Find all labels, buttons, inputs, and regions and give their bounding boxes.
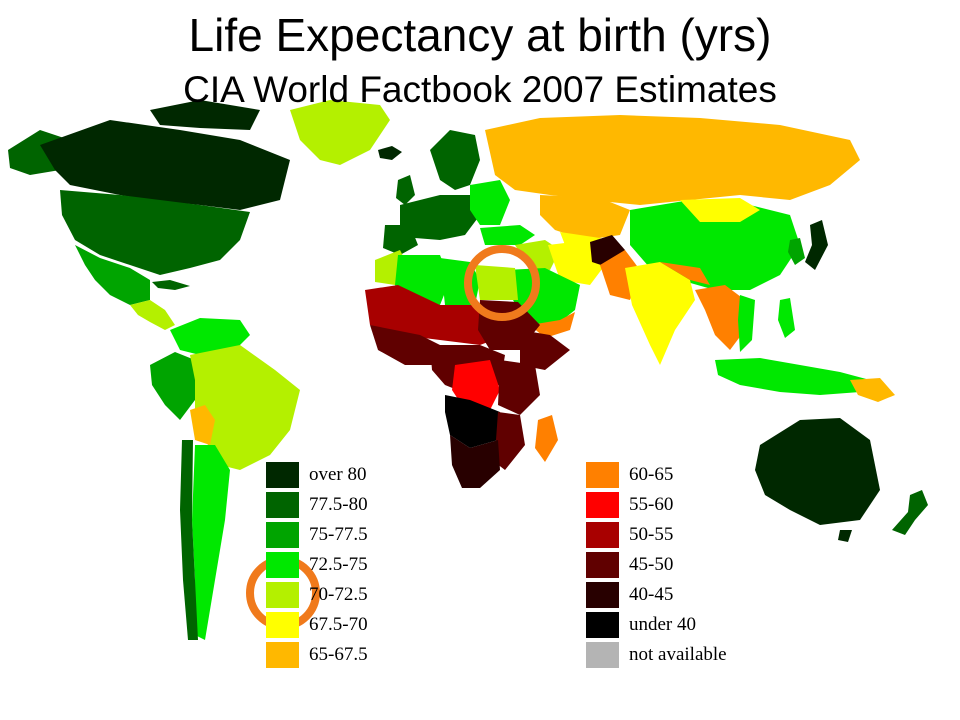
region-indonesia [715, 358, 870, 395]
region-middle-east [515, 240, 560, 270]
legend-swatch [586, 522, 619, 548]
legend-label: not available [629, 644, 727, 665]
region-central-america [130, 300, 175, 330]
region-west-africa [370, 325, 440, 365]
region-peru-ecuador [150, 352, 195, 420]
legend-swatch [586, 462, 619, 488]
legend-swatch [266, 582, 299, 608]
region-kazakhstan [540, 195, 630, 240]
map-subtitle: CIA World Factbook 2007 Estimates [183, 69, 777, 110]
region-greenland [290, 100, 390, 165]
region-uk [396, 175, 415, 205]
region-mexico [75, 245, 150, 305]
region-southeast-asia [695, 285, 745, 350]
region-cuba [152, 280, 190, 290]
region-ethiopia [520, 330, 570, 370]
region-philippines [778, 298, 795, 338]
region-mozambique [492, 412, 525, 470]
region-iberia [383, 225, 418, 255]
legend-swatch [266, 522, 299, 548]
legend-swatch [586, 492, 619, 518]
region-yemen [530, 312, 575, 338]
legend-label: 67.5-70 [309, 614, 368, 635]
map-title: Life Expectancy at birth (yrs) [188, 9, 772, 61]
legend-label: 72.5-75 [309, 554, 368, 575]
region-nepal-bangladesh [660, 262, 710, 285]
region-east-africa [498, 360, 540, 415]
legend-label: 45-50 [629, 554, 674, 575]
legend-swatch [266, 612, 299, 638]
legend-swatch [266, 642, 299, 668]
region-brazil [190, 345, 300, 470]
legend-swatch [586, 642, 619, 668]
region-japan [805, 220, 828, 270]
region-tasmania [838, 530, 852, 542]
highlight-circle-egypt [464, 245, 540, 321]
region-congo [452, 360, 500, 410]
legend-swatch [266, 462, 299, 488]
region-korea [788, 238, 805, 265]
region-india [625, 262, 695, 365]
legend-label: 70-72.5 [309, 584, 368, 605]
region-chile [180, 440, 198, 640]
region-turkey [480, 225, 535, 245]
region-western-europe [400, 195, 480, 240]
legend-label: over 80 [309, 464, 367, 485]
legend-label: under 40 [629, 614, 697, 635]
region-iceland [378, 146, 402, 160]
legend-swatch [266, 492, 299, 518]
legend-swatch [266, 552, 299, 578]
legend-label: 65-67.5 [309, 644, 368, 665]
region-argentina [192, 445, 230, 640]
region-iran [548, 240, 605, 285]
legend-swatch [586, 582, 619, 608]
region-russia [485, 115, 860, 205]
region-canada-islands [150, 100, 260, 130]
legend-swatch [586, 612, 619, 638]
legend-label: 55-60 [629, 494, 674, 515]
region-new-zealand [892, 490, 928, 535]
legend-label: 60-65 [629, 464, 674, 485]
region-colombia-venezuela [170, 318, 250, 355]
legend-label: 75-77.5 [309, 524, 368, 545]
legend-label: 77.5-80 [309, 494, 368, 515]
region-egypt [475, 265, 518, 300]
legend-swatch [586, 552, 619, 578]
region-angola-zambia [445, 395, 500, 448]
legend-label: 50-55 [629, 524, 674, 545]
region-canada [40, 120, 290, 210]
region-scandinavia [430, 130, 480, 190]
region-southern-africa [450, 435, 500, 488]
region-mongolia [680, 198, 760, 222]
region-australia [755, 418, 880, 525]
region-madagascar [535, 415, 558, 462]
region-usa [60, 190, 250, 275]
region-eastern-europe [470, 180, 510, 225]
region-bolivia [190, 405, 215, 445]
legend-label: 40-45 [629, 584, 674, 605]
region-papua-new-guinea [850, 378, 895, 402]
region-vietnam [738, 295, 755, 352]
